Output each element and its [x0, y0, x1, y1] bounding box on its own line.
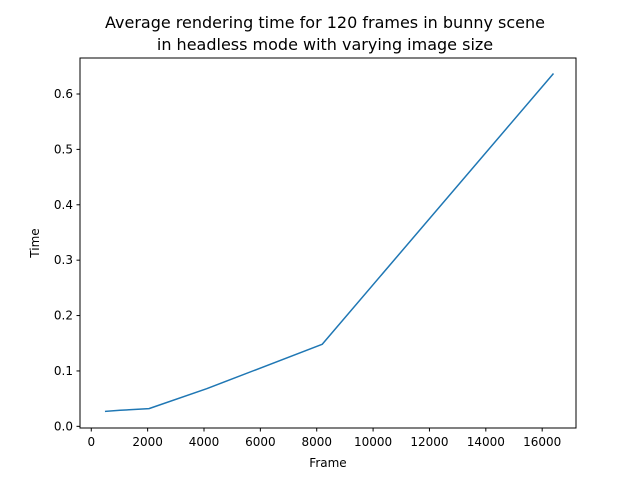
x-tick-label: 2000 [132, 435, 163, 449]
y-axis-ticks: 0.0 0.1 0.2 0.3 0.4 0.5 0.6 [54, 87, 80, 433]
y-tick-label: 0.0 [54, 419, 73, 433]
x-tick-label: 10000 [354, 435, 392, 449]
y-tick-label: 0.5 [54, 142, 73, 156]
x-tick-label: 14000 [467, 435, 505, 449]
y-tick-label: 0.1 [54, 364, 73, 378]
series-layer [104, 73, 555, 413]
x-axis-ticks: 0 2000 4000 6000 8000 10000 12000 14000 16000 [87, 428, 561, 449]
y-axis-label: Time [28, 228, 42, 258]
series-line [104, 73, 555, 413]
chart-title-line-2: in headless mode with varying image size [157, 35, 493, 54]
x-tick-label: 16000 [523, 435, 561, 449]
x-tick-label: 4000 [189, 435, 220, 449]
chart-title-line-1: Average rendering time for 120 frames in… [105, 13, 545, 32]
x-tick-label: 8000 [301, 435, 332, 449]
plot-frame [79, 57, 577, 429]
x-axis-label: Frame [309, 456, 346, 470]
y-tick-label: 0.3 [54, 253, 73, 267]
y-tick-label: 0.6 [54, 87, 73, 101]
x-tick-label: 12000 [410, 435, 448, 449]
y-tick-label: 0.2 [54, 309, 73, 323]
x-tick-label: 6000 [245, 435, 276, 449]
y-tick-label: 0.4 [54, 198, 73, 212]
x-tick-label: 0 [87, 435, 95, 449]
